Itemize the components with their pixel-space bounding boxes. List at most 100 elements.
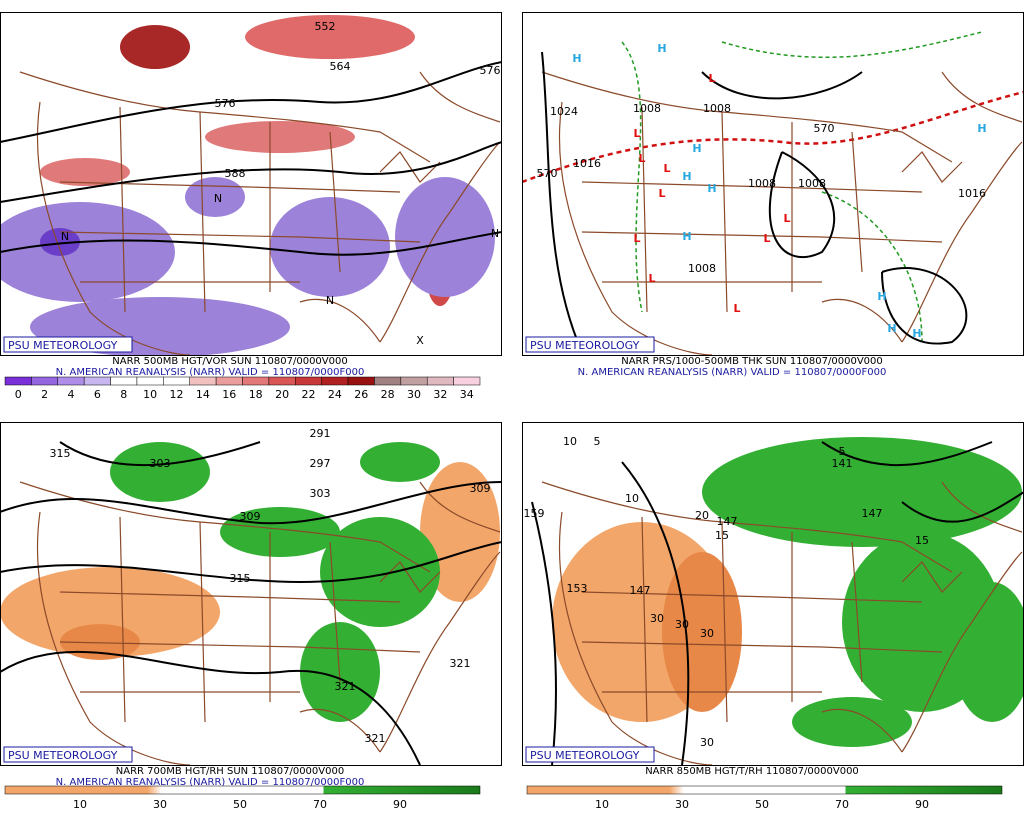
colorbar-label: 10	[73, 798, 87, 811]
contour-label: 30	[700, 627, 714, 640]
contour-label: L	[708, 72, 715, 85]
contour-label: 576	[480, 64, 501, 77]
colorbar-label: 18	[249, 388, 263, 401]
contour-label: 309	[470, 482, 491, 495]
credit: PSU METEOROLOGY	[530, 339, 640, 352]
colorbar-swatch	[137, 377, 163, 385]
colorbar-swatch	[348, 377, 374, 385]
colorbar-label: 14	[196, 388, 210, 401]
contour-label: 10	[563, 435, 577, 448]
contour-label: X	[416, 334, 424, 347]
colorbar-swatch	[216, 377, 242, 385]
colorbar-swatch	[58, 377, 84, 385]
contour-label: 576	[215, 97, 236, 110]
colorbar-label: 30	[675, 798, 689, 811]
contour-label: 321	[335, 680, 356, 693]
contour-label: H	[912, 327, 921, 340]
contour-label: L	[763, 232, 770, 245]
colorbar-label: 6	[94, 388, 101, 401]
contour-label: 147	[717, 515, 738, 528]
colorbar-label: 12	[170, 388, 184, 401]
contour-label: 570	[537, 167, 558, 180]
contour-label: 564	[330, 60, 351, 73]
panel-title: NARR 500MB HGT/VOR SUN 110807/0000V000	[112, 356, 347, 367]
colorbar-label: 50	[233, 798, 247, 811]
contour-label: 1008	[703, 102, 731, 115]
contour-label: 30	[675, 618, 689, 631]
contour-label: L	[638, 152, 645, 165]
contour-label: 147	[862, 507, 883, 520]
contour-label: L	[783, 212, 790, 225]
contour-label: 147	[630, 584, 651, 597]
contour-label: 315	[50, 447, 71, 460]
colorbar	[5, 786, 480, 794]
shading	[120, 25, 190, 69]
shading	[220, 507, 340, 557]
contour-label: H	[877, 290, 886, 303]
colorbar-label: 90	[393, 798, 407, 811]
contour-label: L	[658, 187, 665, 200]
shading	[395, 177, 495, 297]
contour-label: 297	[310, 457, 331, 470]
contour-label: H	[887, 322, 896, 335]
contour-label: 303	[310, 487, 331, 500]
colorbar-swatch	[84, 377, 110, 385]
colorbar-swatch	[295, 377, 321, 385]
colorbar-label: 32	[433, 388, 447, 401]
contour-label: 1008	[748, 177, 776, 190]
shading	[360, 442, 440, 482]
colorbar-label: 8	[120, 388, 127, 401]
contour-label: 321	[450, 657, 471, 670]
contour-label: 5	[594, 435, 601, 448]
contour-label: 30	[650, 612, 664, 625]
contour-label: 5	[839, 445, 846, 458]
credit: PSU METEOROLOGY	[8, 749, 118, 762]
contour-label: 159	[524, 507, 545, 520]
credit: PSU METEOROLOGY	[8, 339, 118, 352]
panel-subtitle: N. AMERICAN REANALYSIS (NARR) VALID = 11…	[578, 367, 887, 378]
contour-label: 1016	[573, 157, 601, 170]
colorbar-label: 24	[328, 388, 342, 401]
contour-label: H	[707, 182, 716, 195]
contour-label: N	[214, 192, 222, 205]
contour-label: 552	[315, 20, 336, 33]
colorbar-swatch	[31, 377, 57, 385]
colorbar-swatch	[269, 377, 295, 385]
credit: PSU METEOROLOGY	[530, 749, 640, 762]
colorbar-swatch	[190, 377, 216, 385]
colorbar-label: 30	[407, 388, 421, 401]
contour-label: 30	[700, 736, 714, 749]
colorbar-label: 4	[67, 388, 74, 401]
colorbar-label: 10	[595, 798, 609, 811]
contour-label: 141	[832, 457, 853, 470]
colorbar-swatch	[454, 377, 480, 385]
contour-label: 1024	[550, 105, 578, 118]
contour-label: 588	[225, 167, 246, 180]
contour-label: 10	[625, 492, 639, 505]
panel-subtitle: N. AMERICAN REANALYSIS (NARR) VALID = 11…	[56, 367, 365, 378]
contour-label: 291	[310, 427, 331, 440]
contour-label: L	[733, 302, 740, 315]
shading	[702, 437, 1022, 547]
colorbar-swatch	[374, 377, 400, 385]
colorbar-swatch	[163, 377, 189, 385]
colorbar-label: 0	[15, 388, 22, 401]
contour-label: 309	[240, 510, 261, 523]
contour-label: N	[61, 230, 69, 243]
contour-label: L	[648, 272, 655, 285]
contour-label: 1008	[633, 102, 661, 115]
colorbar-label: 70	[835, 798, 849, 811]
contour-label: 315	[230, 572, 251, 585]
contour-label: 570	[814, 122, 835, 135]
colorbar-label: 2	[41, 388, 48, 401]
colorbar-label: 70	[313, 798, 327, 811]
contour-label: H	[657, 42, 666, 55]
shading	[40, 158, 130, 186]
contour-label: 15	[715, 529, 729, 542]
contour-label: H	[572, 52, 581, 65]
contour-label: 153	[567, 582, 588, 595]
